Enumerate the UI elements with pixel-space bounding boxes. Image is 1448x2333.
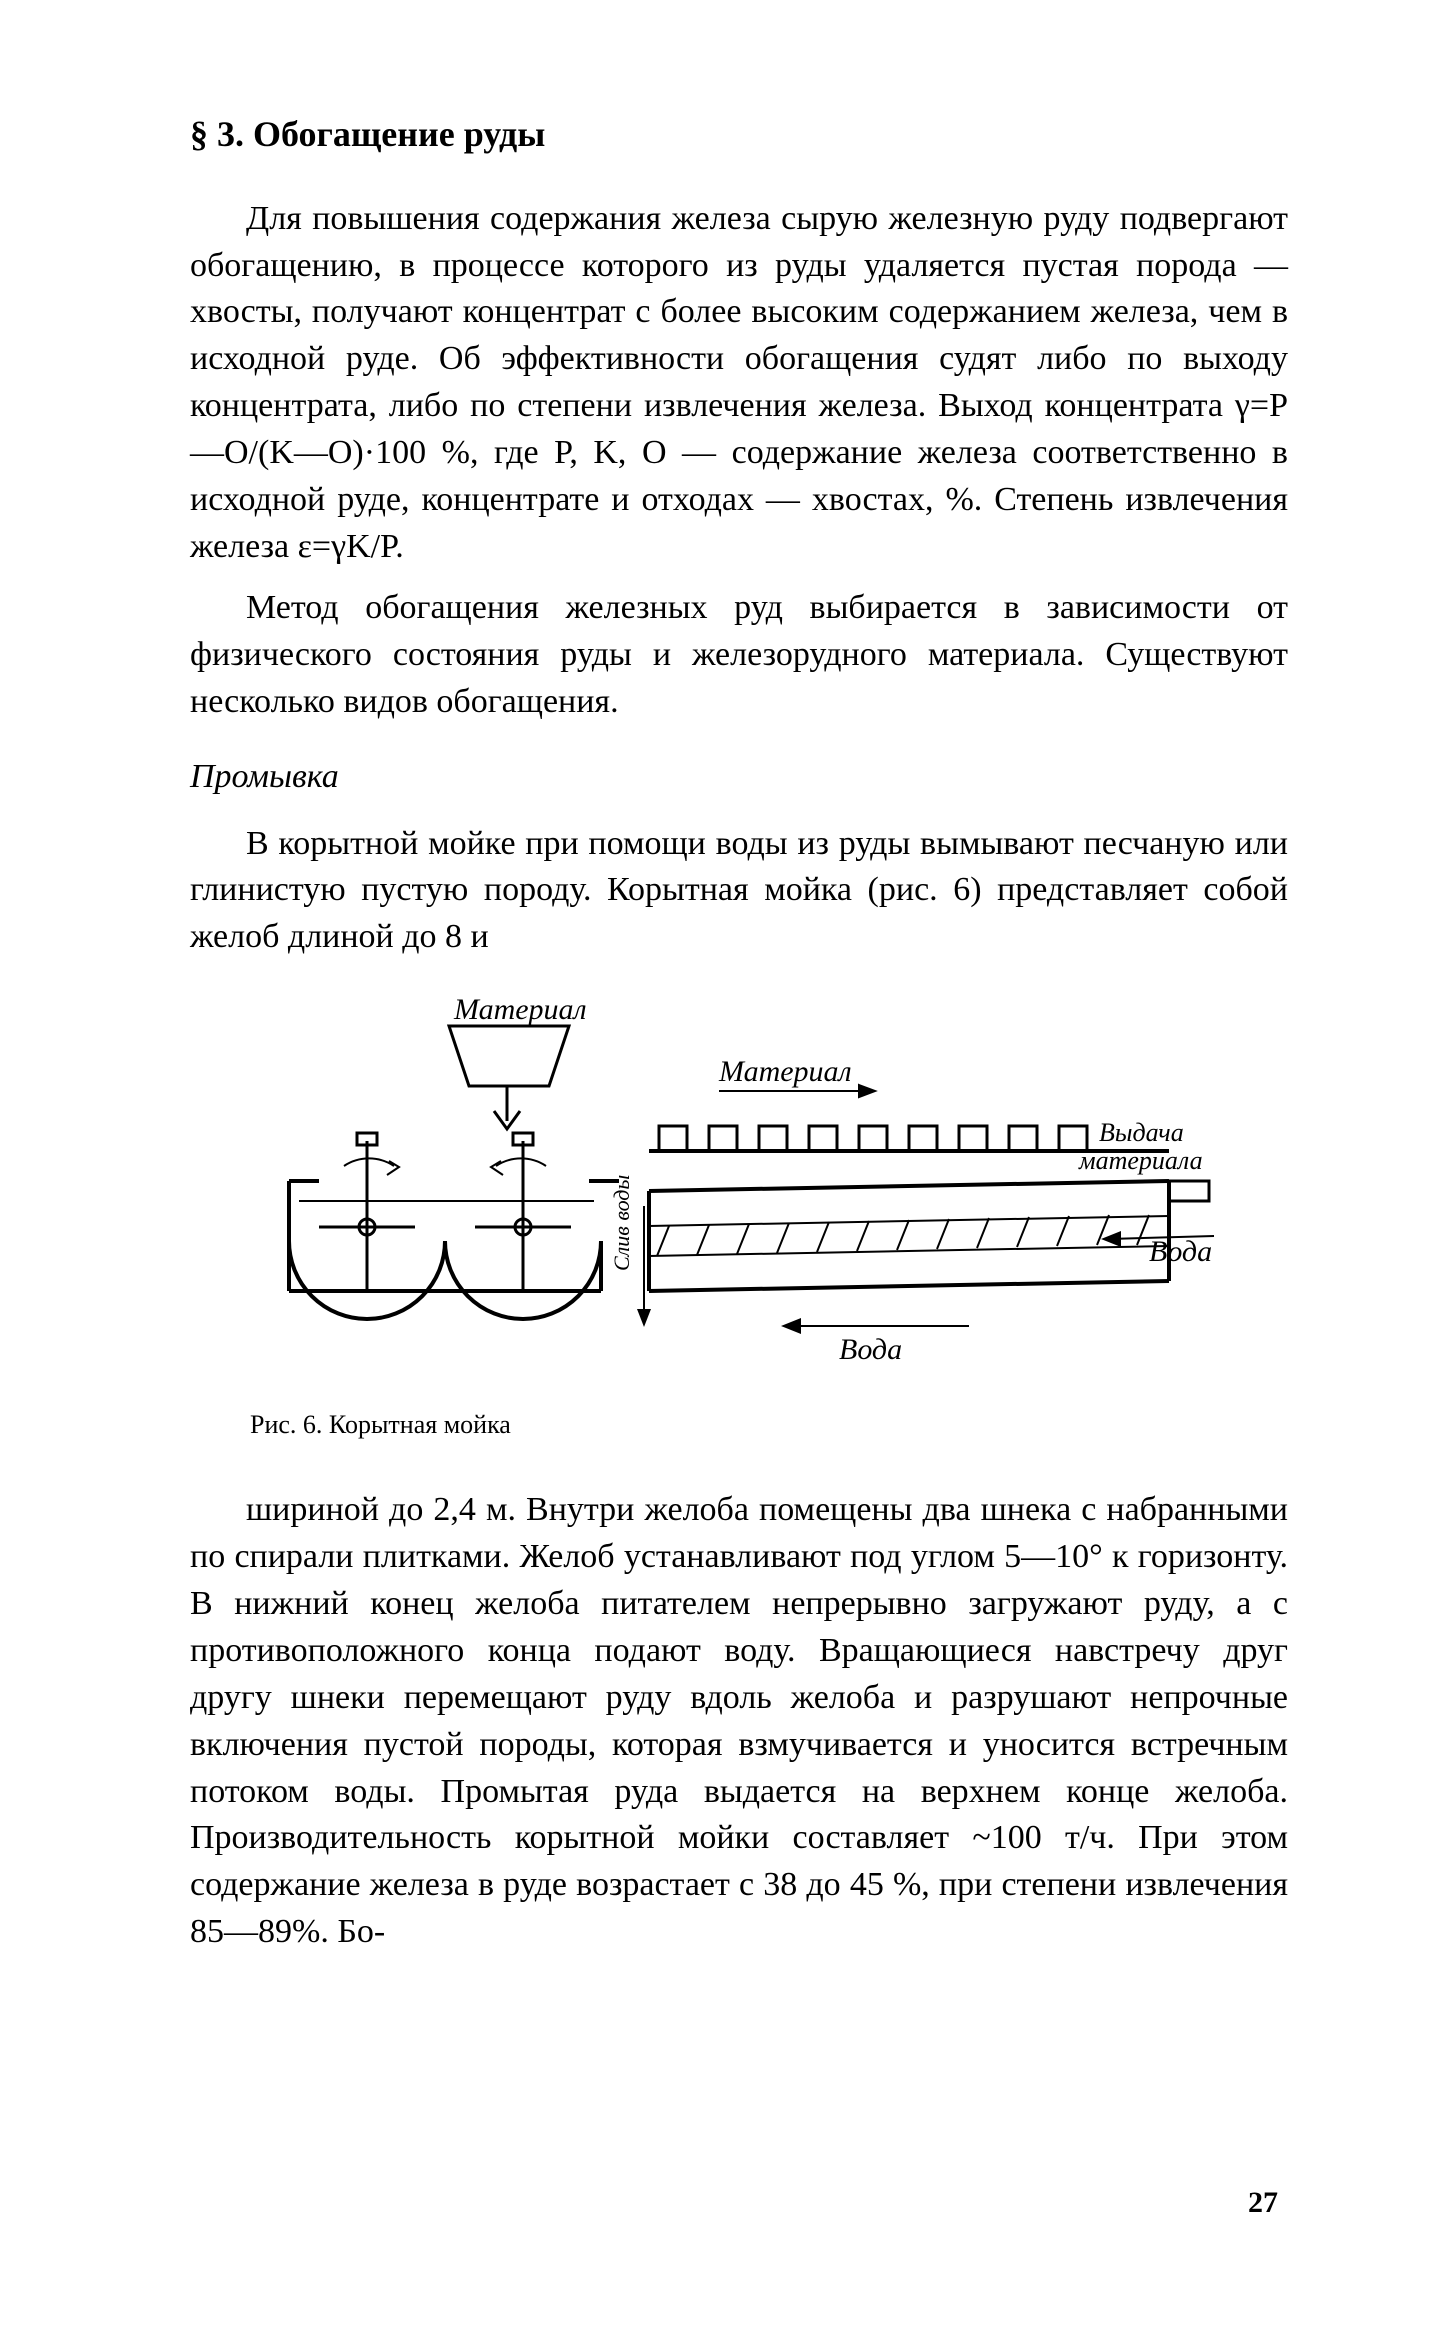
trough-washer-diagram: Материал Материал Выдача материала Вода … xyxy=(249,991,1229,1371)
page: § 3. Обогащение руды Для повышения содер… xyxy=(0,0,1448,2333)
paragraph-1: Для повышения содержания железа сырую же… xyxy=(190,196,1288,571)
paragraph-4: шириной до 2,4 м. Внутри желоба помещены… xyxy=(190,1487,1288,1956)
subheading-promyvka: Промывка xyxy=(190,754,1288,801)
label-material-move: Материал xyxy=(718,1055,852,1088)
paragraph-2: Метод обогащения железных руд выбирается… xyxy=(190,585,1288,726)
page-number: 27 xyxy=(1248,2182,1278,2223)
label-output-1: Выдача xyxy=(1099,1118,1184,1147)
label-output-2: материала xyxy=(1078,1146,1203,1175)
figure-caption: Рис. 6. Корытная мойка xyxy=(250,1407,1288,1443)
label-water-drain: Слив воды xyxy=(609,1175,634,1271)
label-water-in: Вода xyxy=(1149,1235,1212,1268)
label-water-flow: Вода xyxy=(839,1333,902,1366)
section-heading: § 3. Обогащение руды xyxy=(190,110,1288,160)
figure-6: Материал Материал Выдача материала Вода … xyxy=(190,991,1288,1371)
label-material-feed: Материал xyxy=(453,993,587,1026)
paragraph-3: В корытной мойке при помощи воды из руды… xyxy=(190,821,1288,962)
